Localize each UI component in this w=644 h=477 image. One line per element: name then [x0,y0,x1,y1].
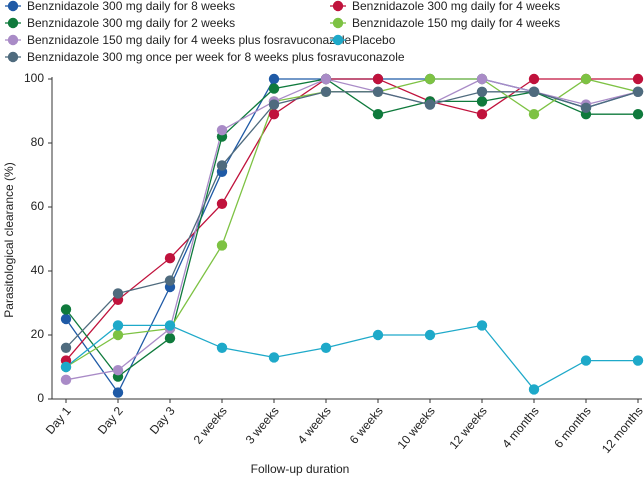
data-point [424,73,436,85]
data-point [268,352,280,363]
data-point [164,275,176,286]
data-point [112,320,124,331]
data-point [112,365,124,376]
series-line [65,78,638,362]
data-point [216,198,228,209]
data-point [216,342,228,353]
data-point [60,361,72,373]
data-point [164,320,176,331]
data-point [60,313,72,325]
y-tick-label: 100 [24,71,44,85]
data-point [424,99,436,110]
legend-label: Benznidazole 300 mg once per week for 8 … [27,50,405,64]
data-point [372,86,384,98]
data-point [632,355,644,366]
x-tick-label: 6 weeks [347,404,386,447]
series-line [65,78,639,381]
data-point [216,240,228,251]
x-tick-label: 2 weeks [191,404,230,447]
legend-marker [332,34,344,46]
y-tick-label: 60 [31,199,45,213]
series-line [65,78,639,394]
legend-label: Benznidazole 150 mg daily for 4 weeks [352,16,560,30]
y-tick-label: 20 [31,327,45,341]
data-point [632,86,644,98]
data-point [268,83,280,94]
data-point [268,109,280,120]
data-point [112,387,124,398]
data-point [372,73,384,85]
series-line [65,78,638,378]
data-point [216,125,228,136]
legend-label: Benznidazole 300 mg daily for 8 weeks [27,0,235,13]
legend-marker [332,0,344,12]
legend-marker [332,17,344,29]
data-point [528,384,540,395]
data-point [268,99,280,110]
legend-label: Benznidazole 150 mg daily for 4 weeks pl… [27,33,352,47]
y-axis-label: Parasitological clearance (%) [2,162,16,317]
data-point [60,304,72,315]
y-tick-label: 0 [37,391,44,405]
x-tick-label: Day 1 [43,404,74,437]
data-point [580,102,592,114]
data-point [632,73,644,85]
legend-marker [7,17,19,29]
data-point [424,329,436,341]
x-tick-label: 3 weeks [243,404,282,447]
data-point [216,160,228,171]
x-axis-label: Follow-up duration [251,462,350,476]
data-point [164,333,176,344]
x-tick-label: 4 months [499,404,541,451]
data-point [580,355,592,366]
x-tick-label: 12 months [599,404,644,456]
data-point [632,109,644,120]
data-point [580,73,592,85]
data-point [60,342,72,353]
series-line [65,91,639,349]
legend-label: Benznidazole 300 mg daily for 4 weeks [352,0,560,13]
data-point [164,253,176,264]
data-point [372,329,384,341]
x-tick-label: 10 weeks [394,404,437,452]
legend-label: Placebo [352,33,396,47]
data-point [528,73,540,85]
series-line [65,324,638,391]
x-tick-label: Day 3 [147,404,178,437]
x-tick-label: 6 months [551,404,593,451]
data-point [372,109,384,120]
data-point [112,329,124,341]
x-tick-label: 12 weeks [446,404,489,452]
x-tick-label: 4 weeks [295,404,334,447]
legend-marker [7,34,19,46]
legend-marker [7,51,19,63]
data-point [60,374,72,385]
data-point [528,109,540,120]
legend-marker [7,0,19,12]
data-point [528,86,540,98]
data-point [476,73,488,85]
data-point [268,73,280,85]
data-point [476,96,488,107]
data-point [476,109,488,120]
data-point [476,86,488,98]
legend-label: Benznidazole 300 mg daily for 2 weeks [27,16,235,30]
data-point [112,288,124,299]
y-tick-label: 40 [31,263,45,277]
x-tick-label: Day 2 [95,404,126,437]
data-point [320,342,332,353]
y-tick-label: 80 [31,135,45,149]
data-point [320,73,332,85]
data-point [320,86,332,98]
data-point [476,320,488,331]
